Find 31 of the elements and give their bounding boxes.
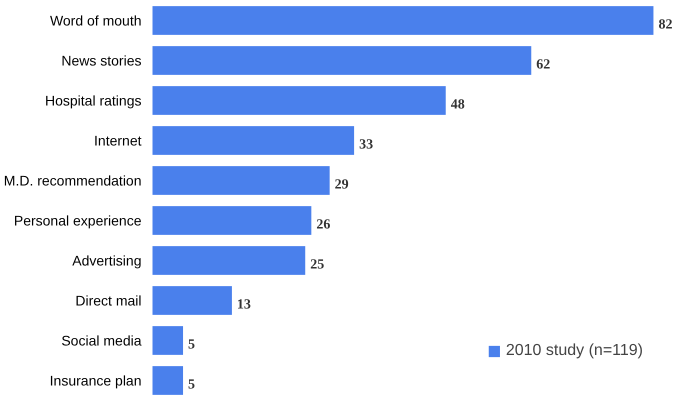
- bar: [152, 206, 312, 235]
- bar: [152, 366, 184, 395]
- y-tick-label: Hospital ratings: [45, 92, 142, 108]
- bar: [152, 166, 330, 195]
- y-tick-label: M.D. recommendation: [4, 172, 142, 188]
- y-tick-label: Direct mail: [75, 292, 142, 308]
- data-label: 82: [658, 18, 672, 32]
- data-label: 25: [310, 258, 324, 272]
- bar: [152, 246, 306, 275]
- y-tick-label: Word of mouth: [50, 12, 142, 28]
- y-tick-label: Social media: [61, 332, 142, 348]
- data-label: 48: [450, 98, 465, 112]
- bar: [152, 6, 654, 35]
- data-label: 13: [236, 298, 251, 312]
- y-tick-label: Internet: [94, 132, 142, 148]
- bar: [152, 126, 354, 155]
- data-label: 62: [536, 58, 550, 72]
- data-label: 26: [316, 218, 330, 232]
- data-label: 5: [188, 338, 196, 352]
- y-tick-label: Personal experience: [14, 212, 142, 228]
- legend-label: 2010 study (n=119): [506, 342, 643, 360]
- data-label: 29: [334, 178, 349, 192]
- bar: [152, 86, 446, 115]
- data-label: 5: [188, 378, 196, 392]
- y-tick-label: Advertising: [72, 252, 142, 268]
- bar: [152, 46, 532, 75]
- bar: [152, 286, 232, 315]
- bar: [152, 326, 184, 355]
- data-label: 33: [359, 138, 374, 152]
- y-tick-label: Insurance plan: [50, 372, 142, 388]
- y-tick-label: News stories: [61, 52, 142, 68]
